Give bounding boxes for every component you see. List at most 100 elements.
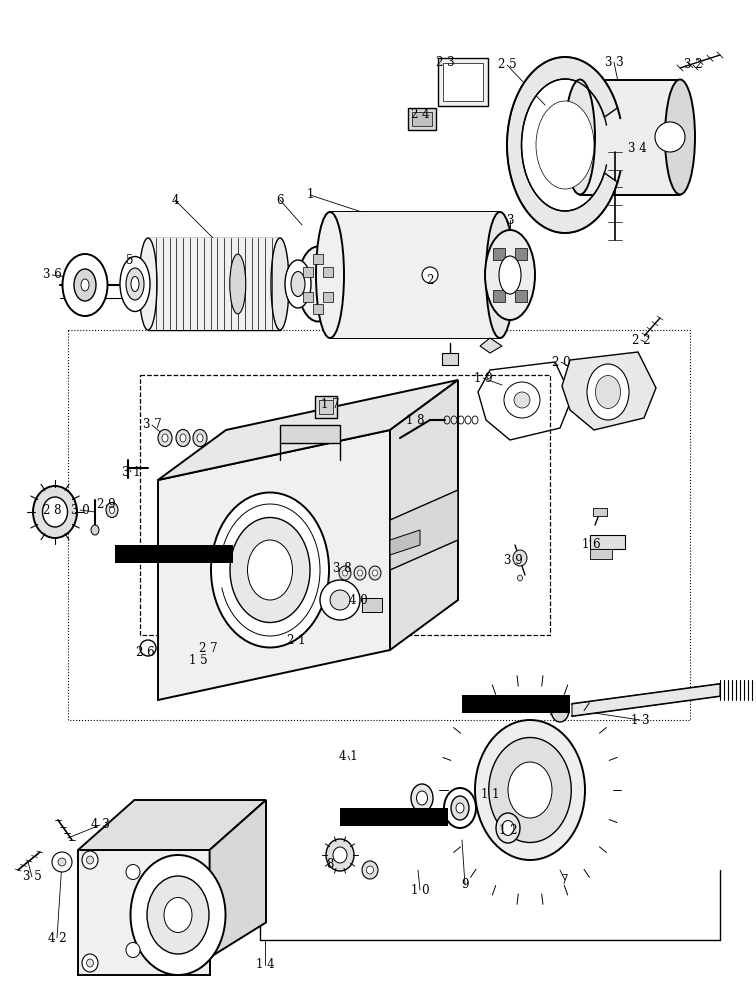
Ellipse shape	[367, 866, 373, 874]
Bar	[340, 808, 448, 826]
Text: 2 7: 2 7	[199, 642, 217, 654]
Ellipse shape	[230, 518, 310, 622]
Text: 3 5: 3 5	[23, 870, 42, 884]
Ellipse shape	[139, 238, 157, 330]
Ellipse shape	[326, 839, 354, 871]
Bar	[302, 292, 313, 302]
Circle shape	[514, 392, 530, 408]
Text: 7: 7	[561, 874, 569, 886]
Text: 3 8: 3 8	[333, 562, 352, 574]
Ellipse shape	[91, 525, 99, 535]
Ellipse shape	[373, 570, 377, 576]
Text: 5: 5	[126, 253, 134, 266]
Ellipse shape	[86, 856, 94, 864]
Ellipse shape	[508, 762, 552, 818]
Ellipse shape	[33, 486, 77, 538]
Bar	[590, 535, 625, 549]
Ellipse shape	[211, 492, 329, 648]
Text: 3 6: 3 6	[42, 268, 61, 282]
Text: 4 2: 4 2	[48, 932, 67, 944]
Ellipse shape	[110, 506, 114, 514]
Bar	[362, 598, 382, 612]
Polygon shape	[78, 800, 266, 850]
Text: 3 1: 3 1	[122, 466, 141, 479]
Text: 2 3: 2 3	[435, 55, 454, 68]
Text: 3: 3	[507, 214, 514, 227]
Ellipse shape	[106, 502, 118, 518]
Ellipse shape	[131, 855, 225, 975]
Ellipse shape	[126, 942, 140, 958]
Bar	[115, 545, 233, 563]
Ellipse shape	[230, 254, 246, 314]
Text: 1: 1	[306, 188, 314, 202]
Ellipse shape	[665, 80, 695, 194]
Text: 1 7: 1 7	[321, 398, 339, 412]
Ellipse shape	[285, 260, 311, 308]
Ellipse shape	[354, 566, 366, 580]
Bar	[313, 254, 323, 264]
Polygon shape	[330, 212, 500, 338]
Bar	[590, 549, 612, 559]
Text: 1 4: 1 4	[256, 958, 274, 972]
Ellipse shape	[417, 791, 427, 805]
Polygon shape	[158, 380, 458, 480]
Circle shape	[330, 590, 350, 610]
Ellipse shape	[126, 864, 140, 880]
Ellipse shape	[316, 212, 344, 338]
Bar	[313, 304, 323, 314]
Bar	[412, 112, 432, 126]
Ellipse shape	[451, 796, 469, 820]
Ellipse shape	[193, 430, 207, 446]
Ellipse shape	[176, 430, 190, 446]
Text: 2 8: 2 8	[43, 504, 61, 516]
Ellipse shape	[502, 820, 514, 836]
Circle shape	[52, 852, 72, 872]
Ellipse shape	[444, 788, 476, 828]
Bar	[324, 292, 333, 302]
Circle shape	[422, 267, 438, 283]
Circle shape	[655, 122, 685, 152]
Bar	[302, 266, 313, 276]
Ellipse shape	[271, 238, 289, 330]
Bar	[319, 400, 333, 414]
Bar	[593, 508, 607, 516]
Polygon shape	[209, 800, 266, 958]
Text: 2 0: 2 0	[552, 356, 570, 368]
Ellipse shape	[475, 720, 585, 860]
Ellipse shape	[86, 959, 94, 967]
Ellipse shape	[120, 256, 150, 312]
Ellipse shape	[411, 784, 433, 812]
Ellipse shape	[164, 898, 192, 932]
Polygon shape	[390, 490, 458, 570]
Polygon shape	[78, 850, 209, 975]
Text: 3 7: 3 7	[143, 418, 161, 432]
Text: 1 5: 1 5	[189, 654, 207, 666]
Text: 2 9: 2 9	[97, 498, 116, 512]
Text: 3 4: 3 4	[627, 141, 646, 154]
Ellipse shape	[518, 575, 522, 581]
Polygon shape	[390, 380, 458, 650]
Ellipse shape	[358, 570, 362, 576]
Polygon shape	[562, 352, 656, 430]
Ellipse shape	[333, 847, 347, 863]
Ellipse shape	[485, 230, 535, 320]
Bar	[516, 290, 528, 302]
Ellipse shape	[369, 566, 381, 580]
Text: 4 3: 4 3	[91, 818, 110, 832]
Text: 1 3: 1 3	[631, 714, 649, 726]
Ellipse shape	[298, 246, 338, 322]
Circle shape	[58, 858, 66, 866]
Ellipse shape	[158, 430, 172, 446]
Text: 1 6: 1 6	[581, 538, 600, 552]
Ellipse shape	[197, 434, 203, 442]
Ellipse shape	[486, 212, 514, 338]
Text: 3 0: 3 0	[70, 504, 89, 516]
Text: 2: 2	[426, 273, 434, 286]
Ellipse shape	[82, 954, 98, 972]
Ellipse shape	[147, 876, 209, 954]
Text: 8: 8	[327, 858, 333, 871]
Ellipse shape	[126, 268, 144, 300]
Circle shape	[140, 640, 156, 656]
Text: 4 1: 4 1	[339, 750, 358, 762]
Bar	[438, 58, 488, 106]
